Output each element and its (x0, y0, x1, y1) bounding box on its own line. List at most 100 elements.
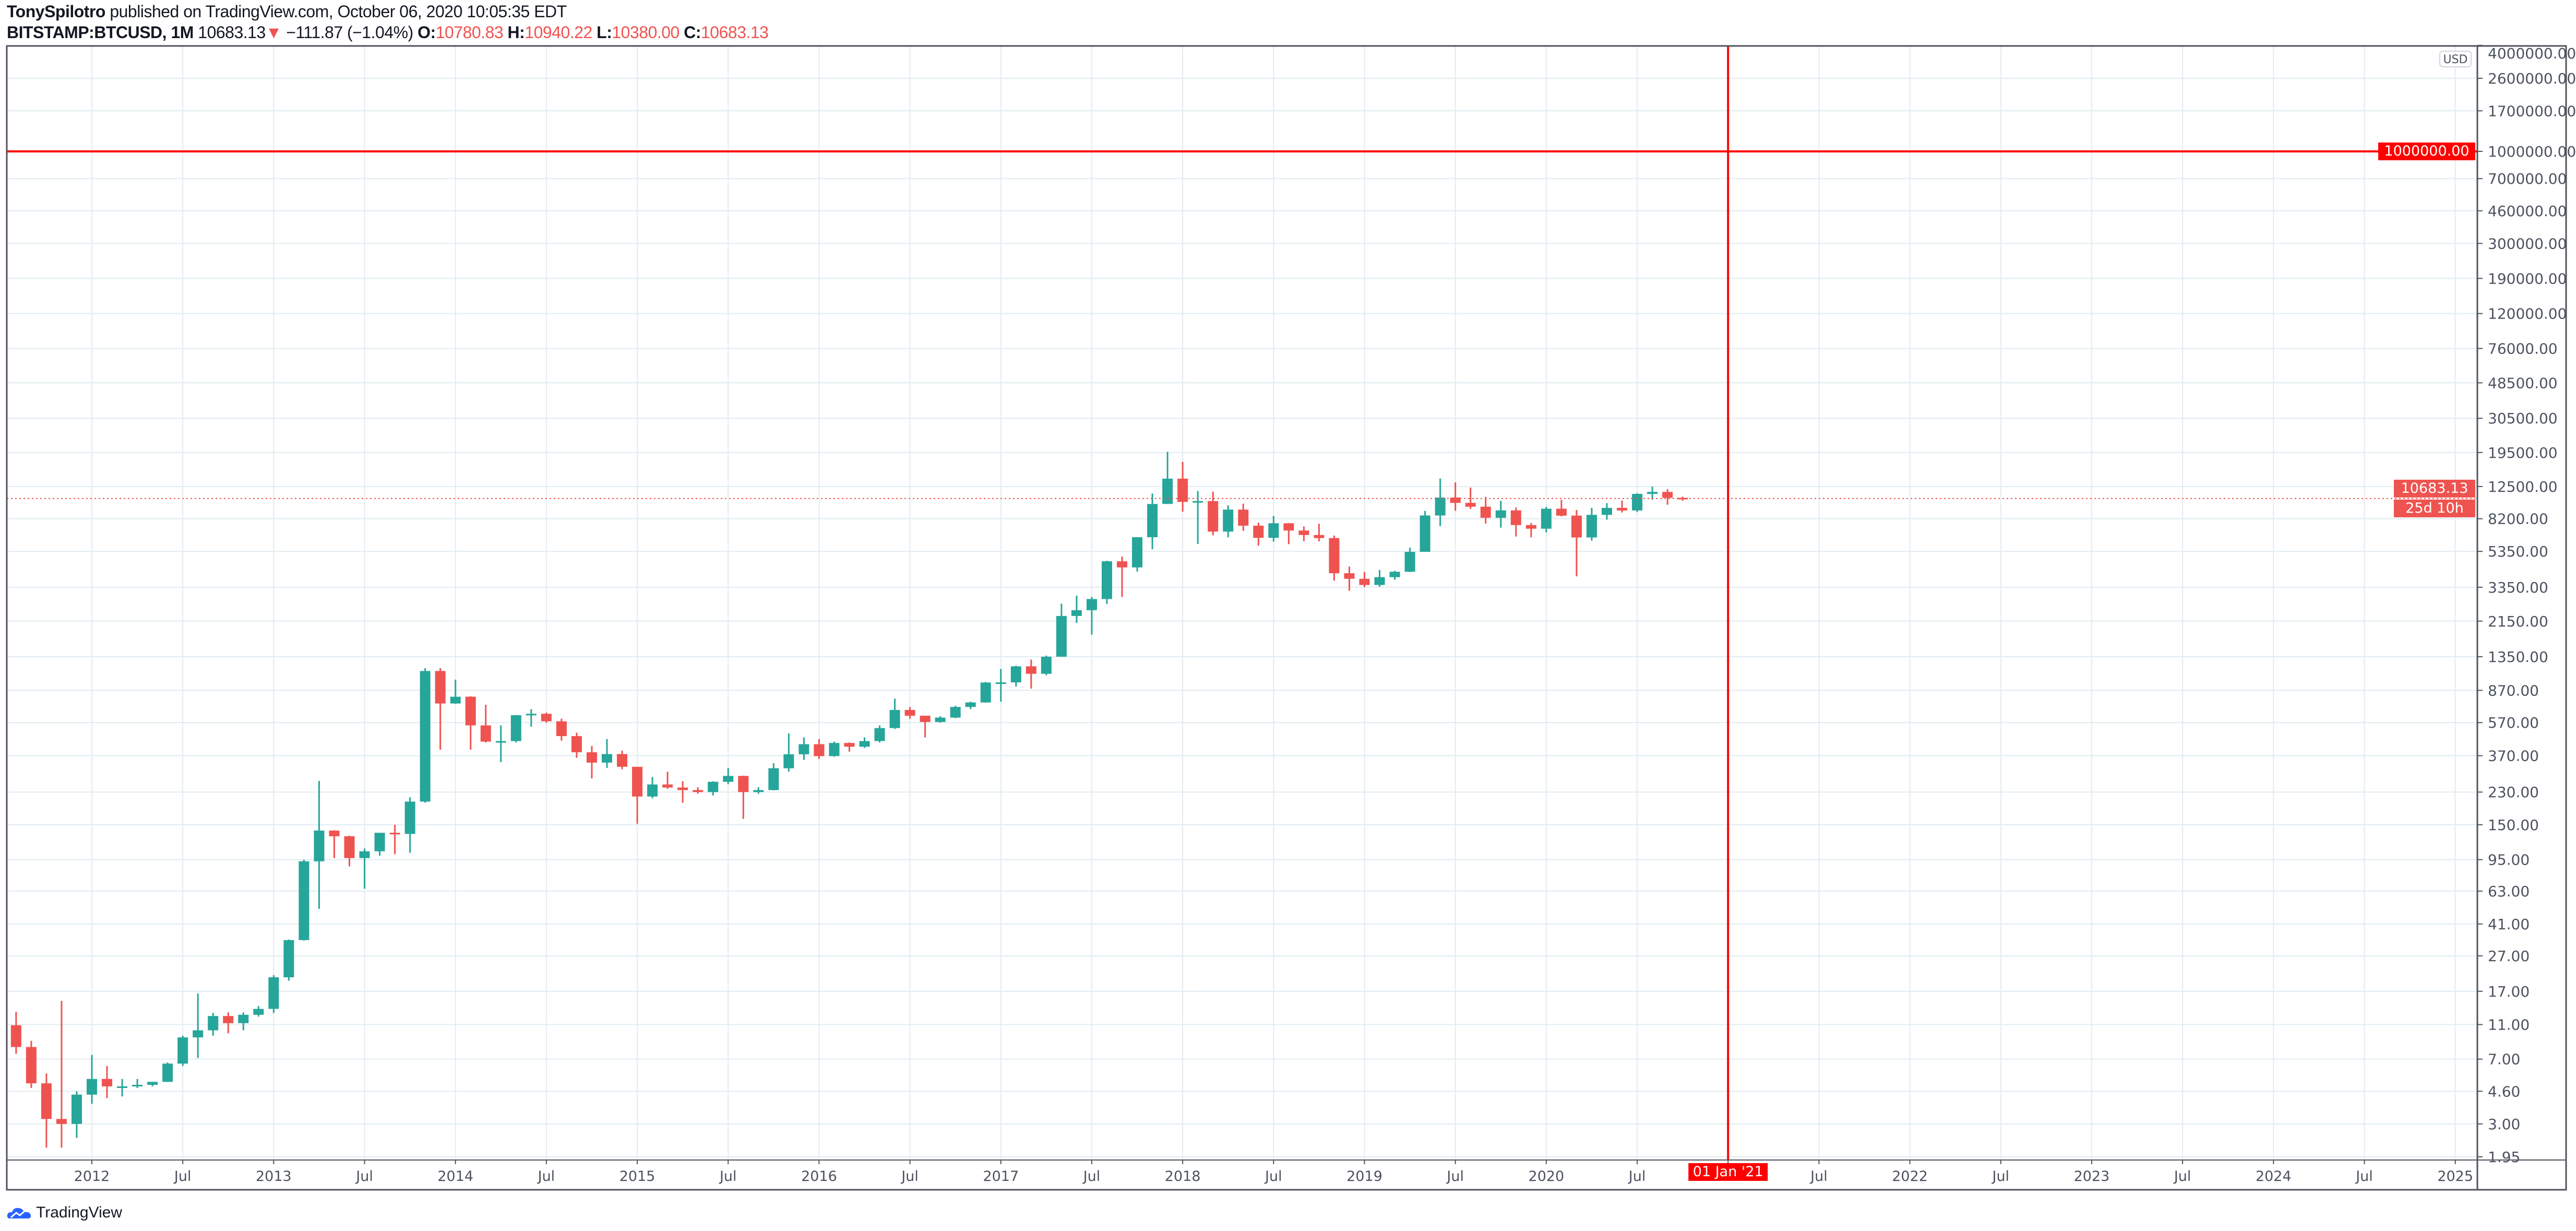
candle-body (950, 707, 961, 718)
candle-body (1677, 498, 1688, 500)
candle-up (965, 702, 976, 709)
candle-down (662, 772, 673, 789)
candle-up (1162, 452, 1173, 504)
candle-body (1662, 492, 1673, 498)
time-tick-label: Jul (1082, 1168, 1101, 1185)
symbol-name[interactable]: BITSTAMP:BTCUSD, 1M (7, 23, 194, 42)
candle-body (253, 1009, 264, 1015)
candle-down (480, 705, 491, 743)
time-tick-label: Jul (1809, 1168, 1828, 1185)
tradingview-logo[interactable]: TradingView (7, 1204, 122, 1222)
candle-body (329, 830, 340, 836)
candle-down (1677, 496, 1688, 501)
candle-up (1102, 560, 1113, 604)
candle-body (1647, 492, 1658, 494)
time-tick-label: 2022 (1892, 1168, 1928, 1185)
candle-body (223, 1016, 234, 1023)
candle-body (541, 714, 552, 721)
candle-body (283, 940, 294, 978)
candle-body (1617, 507, 1628, 511)
candle-body (1025, 666, 1036, 674)
time-tick-label: Jul (1991, 1168, 2009, 1185)
candle-up (1495, 501, 1506, 528)
candle-down (1525, 523, 1536, 538)
candle-up (1010, 666, 1021, 686)
candle-up (253, 1006, 264, 1017)
candle-down (1253, 523, 1264, 546)
candle-body (480, 725, 491, 742)
candle-up (1389, 571, 1400, 580)
last-price: 10683.13 (198, 23, 266, 42)
open-value: 10780.83 (435, 23, 504, 42)
candle-body (556, 721, 567, 737)
candle-body (798, 744, 809, 754)
candle-up (132, 1079, 143, 1088)
candle-down (1571, 510, 1582, 577)
candle-up (1586, 507, 1597, 541)
open-label: O: (418, 23, 436, 42)
candle-body (693, 790, 703, 792)
candle-down (1556, 500, 1567, 517)
candle-down (435, 668, 446, 750)
price-tick-label: 3350.00 (2488, 579, 2548, 596)
candle-up (783, 733, 794, 772)
candle-down (677, 781, 688, 803)
published-text: published on TradingView.com, October 06… (110, 2, 567, 21)
candle-body (1192, 501, 1203, 503)
candle-up (510, 715, 521, 743)
candle-body (1586, 515, 1597, 538)
price-chart[interactable]: 4000000.00 2600000.00 1700000.00 1000000.00… (0, 0, 2576, 1201)
candle-body (56, 1119, 67, 1124)
candle-body (1632, 494, 1643, 511)
candle-body (1541, 508, 1552, 529)
price-tick-label: 370.00 (2488, 748, 2539, 765)
candle-up (208, 1013, 219, 1036)
candle-up (1420, 511, 1430, 552)
candle-body (829, 743, 840, 756)
candle-body (859, 741, 870, 747)
candle-body (677, 787, 688, 790)
candle-up (299, 859, 309, 941)
candle-body (1132, 537, 1143, 567)
candle-body (177, 1037, 188, 1064)
price-tick-label: 460000.00 (2488, 203, 2567, 220)
candle-up (950, 706, 961, 718)
price-tick-label: 150.00 (2488, 816, 2539, 834)
candle-body (1389, 572, 1400, 577)
candle-body (193, 1030, 204, 1038)
candle-body (299, 861, 309, 940)
brand-name: TradingView (36, 1204, 123, 1221)
candle-body (1071, 610, 1082, 616)
vertical-line-date-label-bg (1688, 1163, 1768, 1181)
candle-body (1480, 506, 1491, 518)
candle-up (647, 777, 658, 799)
candle-body (571, 736, 582, 752)
low-value: 10380.00 (612, 23, 679, 42)
candle-body (647, 784, 658, 797)
candle-body (389, 833, 400, 835)
price-tick-label: 570.00 (2488, 714, 2539, 731)
horizontal-line-price-label: 1000000.00 (2384, 143, 2469, 159)
candle-body (1253, 525, 1264, 538)
candle-down (329, 830, 340, 858)
currency-badge[interactable] (2439, 51, 2472, 67)
time-tick-label: Jul (2173, 1168, 2191, 1185)
price-tick-label: 48500.00 (2488, 374, 2558, 392)
price-tick-label: 30500.00 (2488, 410, 2558, 427)
last-price-label: 10683.13 (2401, 480, 2468, 496)
axes[interactable]: 4000000.00 2600000.00 1700000.00 1000000.00… (6, 44, 2576, 1191)
candle-body (738, 776, 749, 792)
drawings[interactable] (7, 46, 2477, 1160)
price-tick-label: 1350.00 (2488, 648, 2548, 666)
triangle-down-icon: ▼ (265, 23, 282, 42)
candle-body (208, 1016, 219, 1031)
candle-up (859, 737, 870, 748)
candle-down (344, 835, 355, 867)
price-tick-label: 7.00 (2488, 1051, 2520, 1068)
candle-body (708, 782, 719, 792)
candle-down (1344, 566, 1355, 591)
bar-countdown-label: 25d 10h (2405, 500, 2464, 516)
candle-body (889, 709, 900, 728)
author-name[interactable]: TonySpilotro (7, 2, 105, 21)
time-tick-label: 2014 (437, 1168, 473, 1185)
